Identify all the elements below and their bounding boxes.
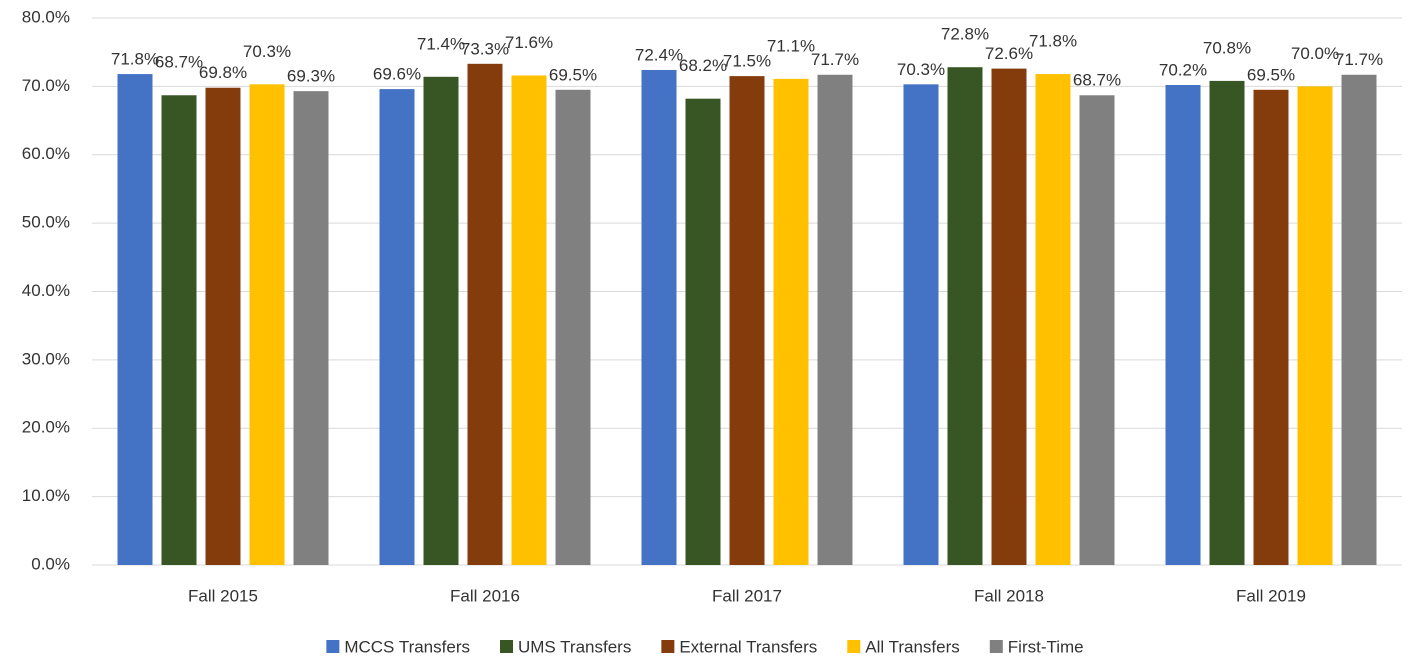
bar [991,68,1027,565]
bar [903,84,939,565]
x-tick-label: Fall 2015 [188,586,258,605]
x-tick-label: Fall 2019 [1236,586,1306,605]
data-label: 71.6% [505,33,553,52]
y-tick-label: 80.0% [22,7,70,26]
bar [1165,85,1201,565]
y-tick-label: 70.0% [22,76,70,95]
data-label: 69.8% [199,63,247,82]
bar [511,75,547,565]
data-label: 69.3% [287,67,335,86]
legend-swatch [499,640,513,653]
x-tick-label: Fall 2017 [712,586,782,605]
y-tick-label: 40.0% [22,281,70,300]
data-label: 71.5% [723,52,771,71]
bar [641,69,677,565]
bar [117,74,153,565]
data-label: 72.8% [941,25,989,44]
data-label: 70.3% [897,60,945,79]
data-label: 72.4% [635,45,683,64]
data-label: 70.2% [1159,60,1207,79]
bar [729,76,765,566]
x-tick-label: Fall 2018 [974,586,1044,605]
data-label: 70.8% [1203,38,1251,57]
legend-label: MCCS Transfers [344,637,470,656]
data-label: 71.7% [811,50,859,69]
legend-label: First-Time [1008,637,1084,656]
bar [161,95,197,566]
data-label: 73.3% [461,39,509,58]
bar [817,74,853,565]
bar [1253,89,1289,565]
bar [423,76,459,566]
y-tick-label: 60.0% [22,144,70,163]
bar [1297,86,1333,565]
data-label: 69.5% [1247,65,1295,84]
x-tick-label: Fall 2016 [450,586,520,605]
bar [555,89,591,565]
data-label: 70.0% [1291,44,1339,63]
legend-swatch [326,640,340,653]
bar [1035,74,1071,565]
bar [205,87,241,566]
data-label: 69.6% [373,65,421,84]
legend-label: All Transfers [865,637,959,656]
y-tick-label: 0.0% [31,554,70,573]
data-label: 68.2% [679,56,727,75]
data-label: 71.1% [767,36,815,55]
data-label: 68.7% [155,53,203,72]
legend-swatch [989,640,1003,653]
bar [379,89,415,566]
data-label: 71.8% [1029,32,1077,51]
legend-swatch [847,640,861,653]
bar [249,84,285,565]
bar [773,78,809,565]
data-label: 70.3% [243,42,291,61]
bar [467,63,503,565]
bar [947,67,983,565]
y-tick-label: 20.0% [22,418,70,437]
legend-label: External Transfers [679,637,817,656]
bar [1341,74,1377,565]
bar [293,91,329,565]
data-label: 71.8% [111,50,159,69]
legend-swatch [661,640,675,653]
y-tick-label: 30.0% [22,349,70,368]
data-label: 69.5% [549,65,597,84]
y-tick-label: 50.0% [22,213,70,232]
bar [1079,95,1115,566]
legend-label: UMS Transfers [518,637,631,656]
bar [685,98,721,566]
data-label: 72.6% [985,44,1033,63]
y-tick-label: 10.0% [22,486,70,505]
data-label: 71.7% [1335,50,1383,69]
data-label: 71.4% [417,34,465,53]
bar [1209,80,1245,565]
data-label: 68.7% [1073,71,1121,90]
